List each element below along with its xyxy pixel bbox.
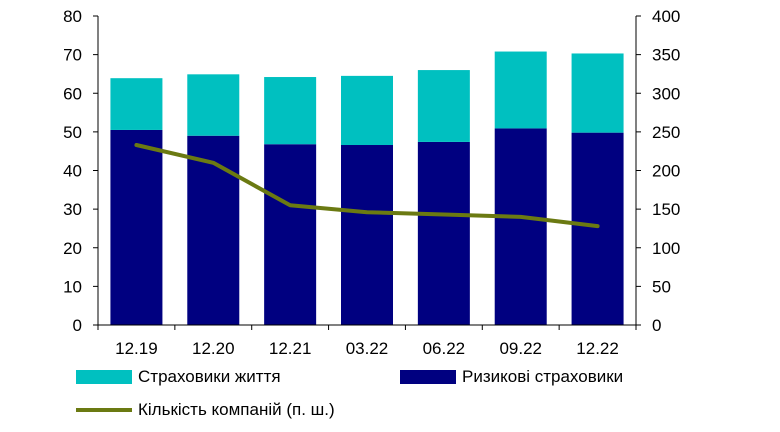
- bar-life-06.22: [417, 70, 470, 142]
- right-tick-label: 250: [652, 123, 680, 142]
- bar-risk-12.19: [110, 129, 163, 325]
- x-tick-label: 09.22: [499, 339, 542, 358]
- left-tick-label: 50: [63, 123, 82, 142]
- legend-item-count: Кількість компаній (п. ш.): [76, 400, 335, 420]
- bar-life-09.22: [494, 51, 547, 129]
- left-tick-label: 80: [63, 7, 82, 26]
- legend-item-life: Страховики життя: [76, 367, 281, 387]
- bar-life-03.22: [341, 75, 393, 146]
- bar-risk-09.22: [494, 128, 547, 325]
- right-tick-label: 400: [652, 7, 680, 26]
- bar-risk-06.22: [417, 141, 470, 325]
- right-tick-label: 100: [652, 239, 680, 258]
- left-tick-label: 70: [63, 46, 82, 65]
- left-tick-label: 0: [73, 316, 82, 335]
- bar-life-12.22: [571, 53, 624, 133]
- legend-swatch-count: [76, 408, 132, 412]
- left-tick-label: 60: [63, 84, 82, 103]
- axes-group: 0 10 20 30 40 50 60 70 80 0 50 100 150 200 250 300 350 40…: [63, 7, 680, 358]
- bar-life-12.20: [187, 74, 240, 136]
- x-tick-label: 12.19: [115, 339, 158, 358]
- legend-swatch-life: [76, 370, 132, 384]
- x-tick-label: 12.20: [192, 339, 235, 358]
- x-tick-label: 12.21: [269, 339, 312, 358]
- right-tick-label: 350: [652, 46, 680, 65]
- x-tick-label: 06.22: [423, 339, 466, 358]
- legend-label-life: Страховики життя: [138, 367, 281, 386]
- bar-risk-12.20: [187, 135, 240, 325]
- left-tick-label: 30: [63, 200, 82, 219]
- bar-risk-12.21: [264, 144, 317, 325]
- left-tick-label: 40: [63, 162, 82, 181]
- left-tick-label: 20: [63, 239, 82, 258]
- legend-label-risk: Ризикові страховики: [462, 367, 624, 386]
- x-tick-label: 12.22: [576, 339, 619, 358]
- right-tick-label: 300: [652, 84, 680, 103]
- bar-risk-12.22: [571, 132, 624, 325]
- right-tick-label: 50: [652, 277, 671, 296]
- bar-life-12.21: [264, 77, 317, 145]
- right-tick-label: 150: [652, 200, 680, 219]
- chart: 0 10 20 30 40 50 60 70 80 0 50 100 150 200 250 300 350 40…: [63, 7, 680, 358]
- line-group: [134, 143, 600, 229]
- legend-item-risk: Ризикові страховики: [400, 367, 623, 387]
- x-tick-label: 03.22: [346, 339, 389, 358]
- bars-group: [110, 51, 624, 325]
- right-tick-label: 200: [652, 162, 680, 181]
- bar-life-12.19: [110, 78, 163, 130]
- bar-risk-03.22: [341, 145, 393, 325]
- legend-swatch-risk: [400, 370, 456, 384]
- line-count: [134, 143, 600, 229]
- legend-label-count: Кількість компаній (п. ш.): [138, 400, 335, 419]
- right-tick-label: 0: [652, 316, 661, 335]
- left-tick-label: 10: [63, 277, 82, 296]
